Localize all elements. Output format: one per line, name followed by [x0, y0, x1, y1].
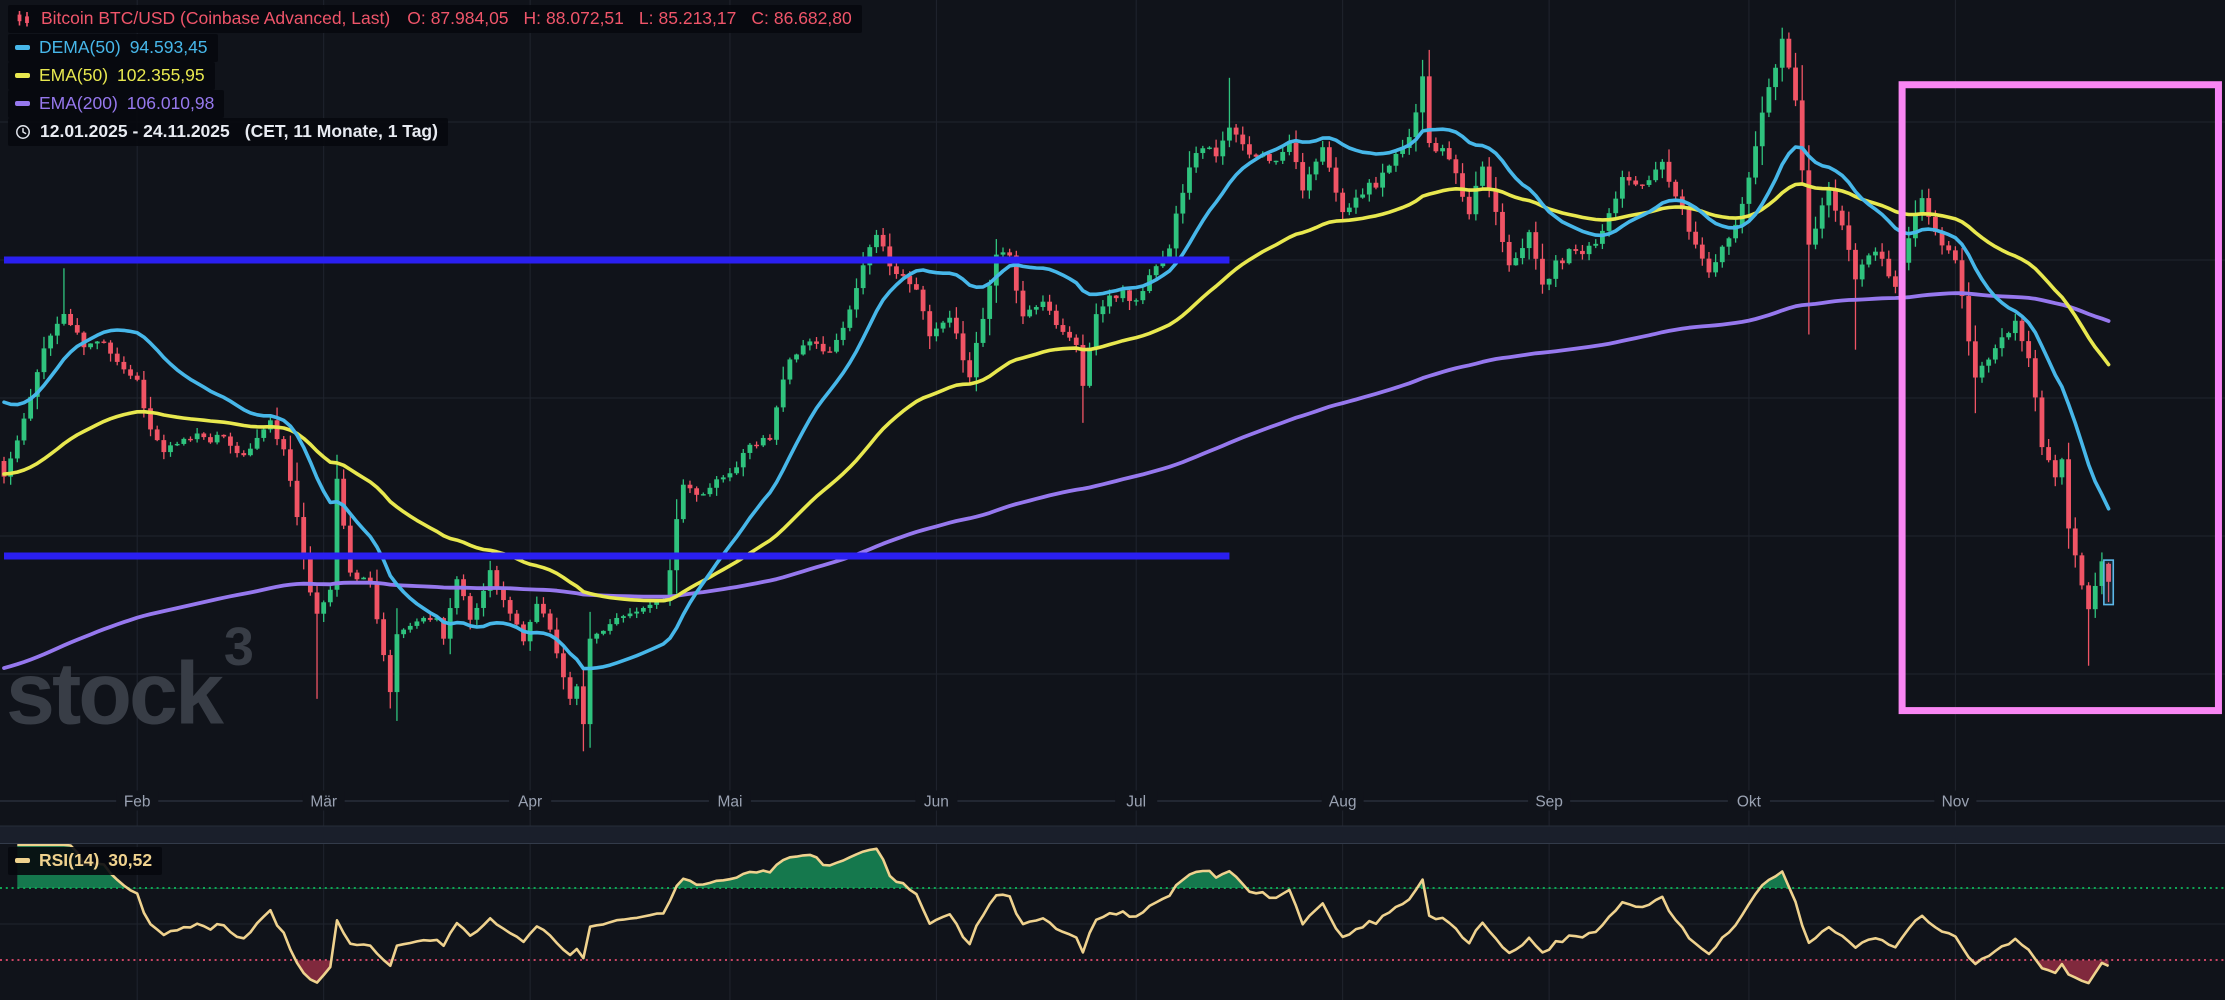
instrument-legend[interactable]: Bitcoin BTC/USD (Coinbase Advanced, Last…: [8, 5, 862, 33]
close-value: C: 86.682,80: [751, 8, 852, 28]
legend-ema50[interactable]: EMA(50) 102.355,95: [8, 62, 215, 90]
month-label: Okt: [1737, 794, 1762, 811]
time-axis[interactable]: Feb Mär Apr Mai Jun Jul Aug Sep Okt Nov: [0, 790, 2225, 811]
highlight-box[interactable]: [1898, 81, 2222, 715]
watermark-superscript: 3: [223, 617, 254, 677]
highlight-rectangle[interactable]: [1898, 81, 2222, 715]
month-label: Mär: [310, 794, 337, 811]
month-label: Jun: [924, 794, 949, 811]
price-level-lines[interactable]: [4, 256, 1230, 560]
timerange-legend[interactable]: 12.01.2025 - 24.11.2025 (CET, 11 Monate,…: [8, 118, 448, 146]
ema200-label: EMA(200): [39, 93, 118, 113]
rsi-curve: [17, 843, 2110, 985]
rsi-layer: [0, 843, 2225, 985]
ema50-marker: [15, 73, 30, 78]
rsi-value: 30,52: [108, 850, 153, 870]
month-label: Jul: [1126, 794, 1146, 811]
open-value: O: 87.984,05: [407, 8, 509, 28]
ema50-value: 102.355,95: [117, 65, 205, 85]
month-label: Feb: [124, 794, 151, 811]
month-label: Sep: [1535, 794, 1563, 811]
month-label: Mai: [717, 794, 742, 811]
ema200-value: 106.010,98: [126, 93, 215, 113]
panel-separator[interactable]: [0, 825, 2225, 844]
dema50-marker: [15, 45, 30, 50]
month-label: Nov: [1942, 794, 1970, 811]
month-label: Apr: [518, 794, 542, 811]
ema200-marker: [15, 101, 30, 106]
legend-dema50[interactable]: DEMA(50) 94.593,45: [8, 34, 218, 62]
candles-layer: [1, 27, 2111, 752]
legend-rsi[interactable]: RSI(14) 30,52: [8, 847, 163, 875]
high-value: H: 88.072,51: [523, 8, 624, 28]
low-value: L: 85.213,17: [638, 8, 737, 28]
ohlc-values: O: 87.984,05 H: 88.072,51 L: 85.213,17 C: 86…: [407, 8, 852, 29]
date-range: 12.01.2025 - 24.11.2025: [40, 121, 230, 141]
selected-candle-outline: [2103, 559, 2115, 606]
date-range-detail: (CET, 11 Monate, 1 Tag): [244, 121, 438, 141]
dema50-label: DEMA(50): [39, 37, 121, 57]
month-label: Aug: [1329, 794, 1357, 811]
ema50-label: EMA(50): [39, 65, 109, 85]
candlestick-icon: [17, 11, 29, 27]
rsi-label: RSI(14): [39, 850, 100, 870]
clock-icon: [16, 124, 30, 139]
dema50-value: 94.593,45: [129, 37, 208, 57]
rsi-marker: [15, 858, 30, 863]
dema50-line[interactable]: [2, 127, 2111, 671]
last-candle-selection: [2103, 559, 2115, 606]
instrument-title: Bitcoin BTC/USD (Coinbase Advanced, Last…: [41, 8, 391, 28]
ema200-line[interactable]: [2, 291, 2111, 670]
stock3-watermark: stock3: [6, 617, 254, 743]
legend-ema200[interactable]: EMA(200) 106.010,98: [8, 90, 225, 118]
